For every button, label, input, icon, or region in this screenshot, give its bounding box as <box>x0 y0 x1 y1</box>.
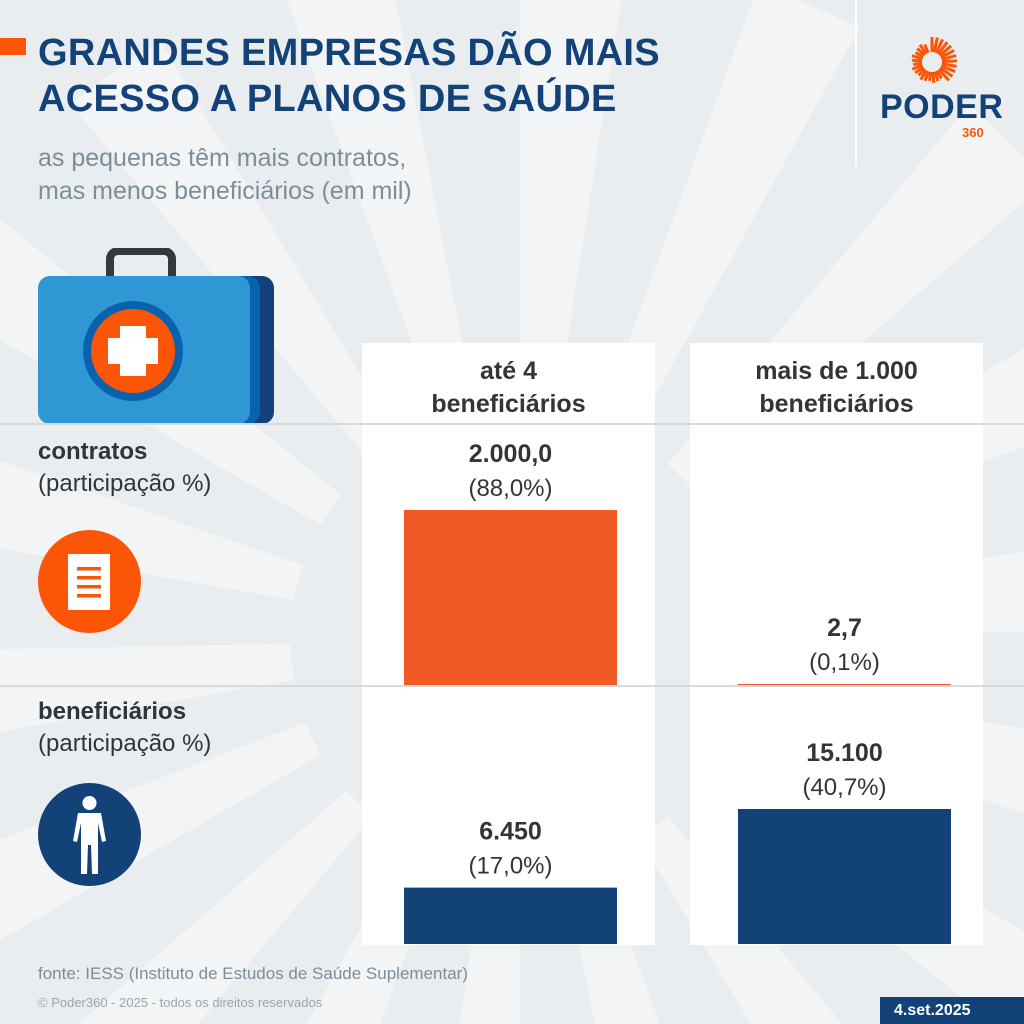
logo-ray <box>919 69 928 81</box>
logo-ray <box>918 43 928 55</box>
column-header-large: mais de 1.000 beneficiários <box>755 357 918 418</box>
logo-ray <box>936 41 949 55</box>
row-divider-top <box>0 423 1024 425</box>
logo-ray <box>923 70 930 82</box>
column-panel-large <box>690 343 983 945</box>
logo-ray <box>928 71 933 82</box>
copyright-note: © Poder360 - 2025 - todos os direitos re… <box>38 995 323 1010</box>
logo-divider <box>855 0 857 166</box>
background-ray <box>78 790 373 1024</box>
logo-ray <box>939 66 954 78</box>
medical-kit-icon <box>38 248 274 424</box>
logo-ray <box>923 43 930 54</box>
row-divider-middle <box>0 685 1024 687</box>
background-ray <box>70 39 402 464</box>
background-ray <box>0 644 294 732</box>
logo-ray <box>934 38 944 54</box>
poder360-logo: PODER 360 <box>870 36 1004 146</box>
logo-ray <box>917 68 926 77</box>
page-subtitle: as pequenas têm mais contratos, mas meno… <box>38 142 412 208</box>
logo-ray <box>911 58 923 63</box>
logo-word: PODER <box>880 88 1004 126</box>
person-icon <box>38 783 141 886</box>
logo-ray <box>912 61 923 66</box>
logo-ray <box>941 62 957 68</box>
column-header-small: até 4 beneficiários <box>431 357 586 418</box>
source-note: fonte: IESS (Instituto de Estudos de Saú… <box>38 964 468 983</box>
page-title: GRANDES EMPRESAS DÃO MAIS ACESSO A PLANO… <box>38 30 660 122</box>
title-line-2: ACESSO A PLANOS DE SAÚDE <box>38 78 617 120</box>
logo-ray <box>916 47 926 57</box>
background-ray <box>520 0 622 413</box>
subtitle-line-2: mas menos beneficiários (em mil) <box>38 177 412 205</box>
row-label-contratos: contratos (participação %) <box>38 438 212 497</box>
document-icon <box>38 530 141 633</box>
logo-ray <box>932 37 939 53</box>
logo-ray <box>941 54 957 61</box>
logo-ray <box>938 44 953 57</box>
title-accent-bar <box>0 38 26 55</box>
logo-ray <box>933 71 940 82</box>
sunburst-icon <box>911 37 958 84</box>
background-ray <box>287 0 477 424</box>
logo-ray <box>940 64 956 73</box>
logo-ray <box>941 59 958 64</box>
logo-ray <box>931 71 936 84</box>
column-panel-small <box>362 343 655 945</box>
background-ray <box>0 722 321 941</box>
logo-ray <box>914 66 925 75</box>
logo-ray <box>935 69 943 80</box>
subtitle-line-1: as pequenas têm mais contratos, <box>38 144 407 172</box>
logo-ray <box>940 49 955 59</box>
title-line-1: GRANDES EMPRESAS DÃO MAIS <box>38 32 660 74</box>
background-ray <box>0 460 303 601</box>
logo-ray <box>914 51 925 59</box>
date-badge: 4.set.2025 <box>880 997 1024 1024</box>
background-ray <box>598 0 860 439</box>
logo-ray <box>911 64 924 71</box>
logo-number: 360 <box>962 125 984 140</box>
logo-ray <box>911 54 923 61</box>
logo-ray <box>937 68 950 82</box>
row-label-beneficiarios: beneficiários (participação %) <box>38 698 212 757</box>
